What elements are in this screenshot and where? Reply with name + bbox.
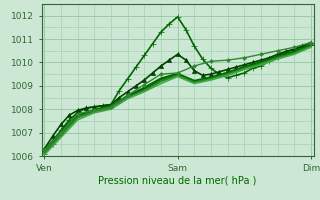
X-axis label: Pression niveau de la mer( hPa ): Pression niveau de la mer( hPa ) (99, 175, 257, 185)
